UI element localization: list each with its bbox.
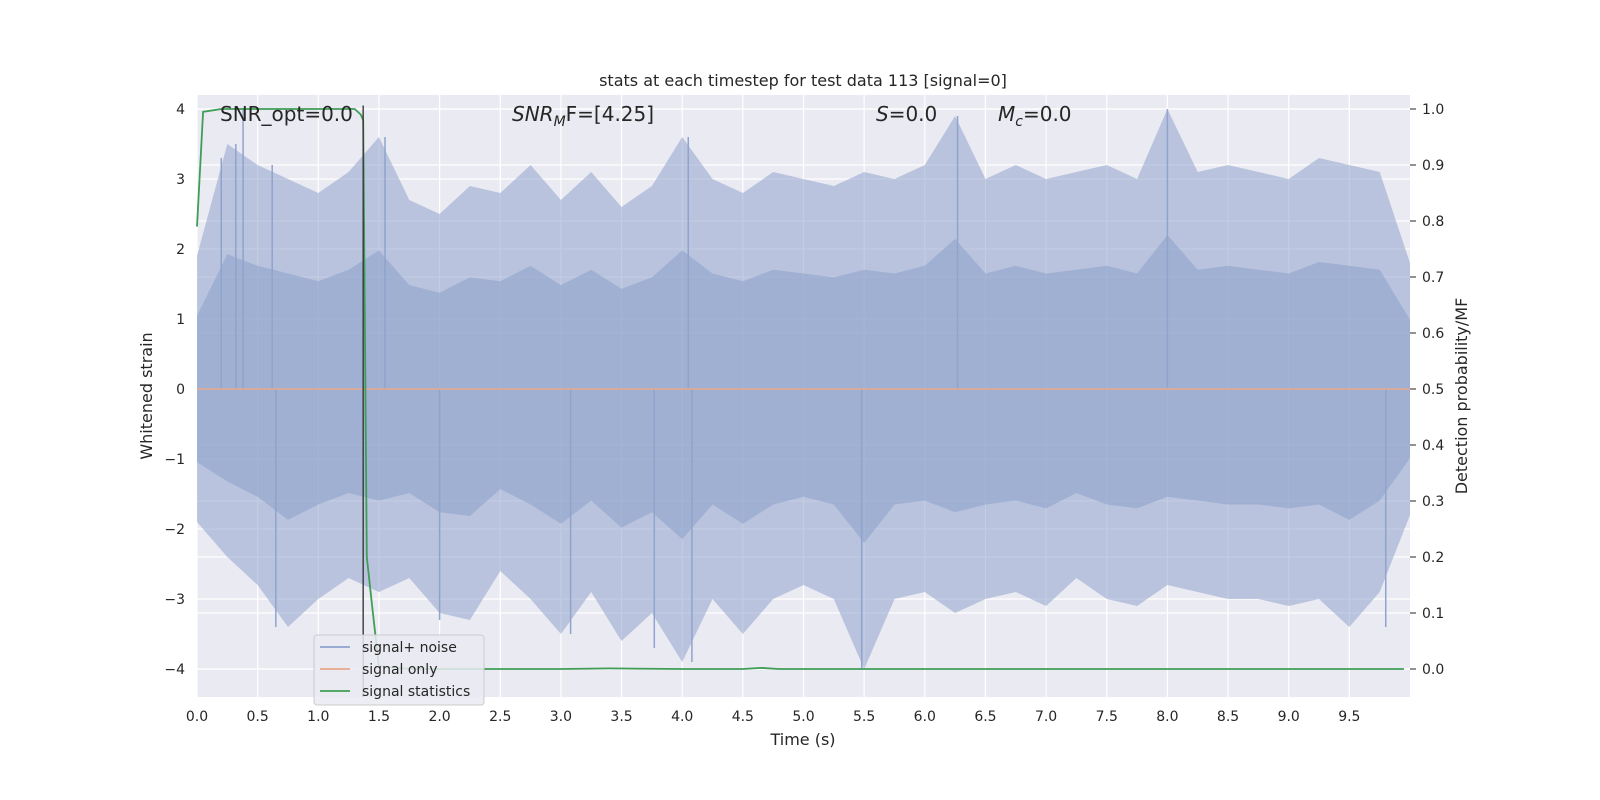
y-right-tick-label: 0.1 xyxy=(1422,606,1444,622)
x-tick-label: 8.0 xyxy=(1156,709,1178,725)
x-tick-label: 5.5 xyxy=(853,709,875,725)
x-tick-label: 7.0 xyxy=(1035,709,1057,725)
x-tick-label: 7.5 xyxy=(1096,709,1118,725)
annotation-s-value: =0.0 xyxy=(889,102,938,126)
annotation-snr-opt: SNR_opt=0.0 xyxy=(220,102,353,126)
y-left-axis-label: Whitened strain xyxy=(137,332,156,459)
y-right-tick-label: 0.3 xyxy=(1422,494,1444,510)
y-left-tick-label: −1 xyxy=(164,452,185,468)
x-tick-label: 2.0 xyxy=(428,709,450,725)
legend-box xyxy=(313,634,485,706)
x-axis-label: Time (s) xyxy=(769,730,835,749)
y-right-tick-label: 0.8 xyxy=(1422,214,1444,230)
annotation-s: S=0.0 xyxy=(876,102,937,126)
legend-label: signal statistics xyxy=(362,684,470,700)
y-right-tick-label: 0.2 xyxy=(1422,550,1444,566)
y-right-tick-label: 0.6 xyxy=(1422,326,1444,342)
x-tick-label: 4.5 xyxy=(732,709,754,725)
y-right-tick-label: 0.0 xyxy=(1422,662,1444,678)
chart-title: stats at each timestep for test data 113… xyxy=(599,71,1007,90)
y-right-tick-label: 0.4 xyxy=(1422,438,1444,454)
x-tick-label: 4.0 xyxy=(671,709,693,725)
y-left-tick-label: 3 xyxy=(176,172,185,188)
y-right-tick-label: 0.5 xyxy=(1422,382,1444,398)
annotation-snr-mf-symbol: SNR xyxy=(512,102,554,126)
y-left-tick-label: −2 xyxy=(164,522,185,538)
y-left-tick-label: 1 xyxy=(176,312,185,328)
y-left-tick-labels: 4 3 2 1 0 −1 −2 −3 −4 xyxy=(164,102,185,678)
x-tick-label: 9.5 xyxy=(1338,709,1360,725)
annotation-mc-subscript: c xyxy=(1015,114,1023,130)
annotation-mc: Mc=0.0 xyxy=(998,102,1072,130)
y-left-tick-label: −4 xyxy=(164,662,185,678)
x-tick-label: 9.0 xyxy=(1278,709,1300,725)
x-tick-label: 6.5 xyxy=(974,709,996,725)
y-right-tick-label: 1.0 xyxy=(1422,102,1444,118)
y-left-tick-label: 2 xyxy=(176,242,185,258)
annotation-snr-mf-value: F=[4.25] xyxy=(566,102,654,126)
annotation-snr-mf-subscript: M xyxy=(554,114,566,130)
y-right-axis-label: Detection probability/MF xyxy=(1452,298,1471,495)
y-right-tick-labels: 1.0 0.9 0.8 0.7 0.6 0.5 0.4 0.3 0.2 0.1 0.0 xyxy=(1410,102,1444,678)
legend-label: signal only xyxy=(362,662,437,678)
x-tick-label: 5.0 xyxy=(792,709,814,725)
x-tick-labels: 0.0 0.5 1.0 1.5 2.0 2.5 3.0 3.5 4.0 4.5 5.0 5.5 6.0 6… xyxy=(186,709,1361,725)
x-tick-label: 3.5 xyxy=(610,709,632,725)
y-right-tick-label: 0.9 xyxy=(1422,158,1444,174)
annotation-snr-mf: SNRMF=[4.25] xyxy=(512,102,654,130)
x-tick-label: 6.0 xyxy=(914,709,936,725)
x-tick-label: 3.0 xyxy=(550,709,572,725)
annotation-mc-symbol: M xyxy=(998,102,1015,126)
y-left-tick-label: −3 xyxy=(164,592,185,608)
y-right-tick-label: 0.7 xyxy=(1422,270,1444,286)
x-tick-label: 1.0 xyxy=(307,709,329,725)
x-tick-label: 0.0 xyxy=(186,709,208,725)
x-tick-label: 1.5 xyxy=(368,709,390,725)
x-tick-label: 0.5 xyxy=(247,709,269,725)
x-tick-label: 2.5 xyxy=(489,709,511,725)
annotation-mc-value: =0.0 xyxy=(1023,102,1072,126)
y-left-tick-label: 4 xyxy=(176,102,185,118)
y-left-tick-label: 0 xyxy=(176,382,185,398)
x-tick-label: 8.5 xyxy=(1217,709,1239,725)
annotation-s-symbol: S xyxy=(876,102,889,126)
legend-label: signal+ noise xyxy=(362,640,457,656)
legend: signal+ noise signal only signal statistic… xyxy=(313,634,485,706)
